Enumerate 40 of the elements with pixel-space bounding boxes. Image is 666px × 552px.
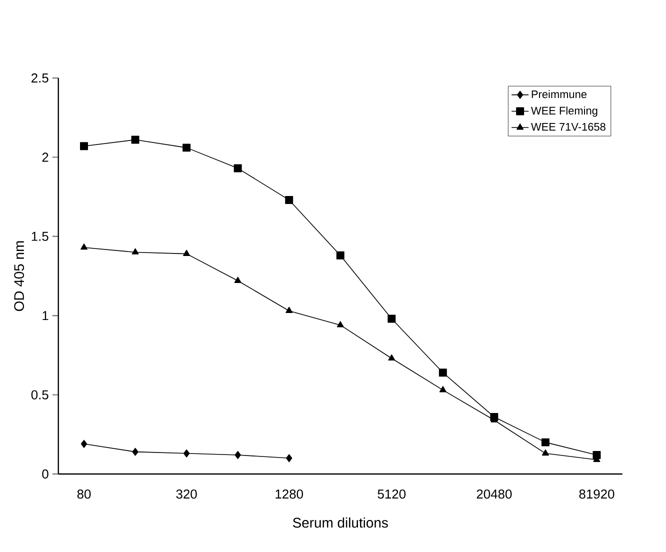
point <box>234 276 242 283</box>
x-tick-label: 1280 <box>276 489 303 499</box>
x-tick-label: 81920 <box>579 489 614 499</box>
point <box>182 144 191 152</box>
x-tick-label: 20480 <box>476 489 512 499</box>
y-tick-label: 1 <box>42 311 48 320</box>
x-tick-label: 320 <box>176 489 197 499</box>
point <box>438 368 447 377</box>
y-axis-title: OD 405 nm <box>14 241 24 311</box>
point <box>80 440 88 448</box>
x-tick-label: 80 <box>77 489 91 499</box>
point <box>285 196 294 204</box>
y-tick-label: 2 <box>42 152 48 162</box>
point <box>388 354 396 361</box>
legend-label: WEE Fleming <box>531 106 598 117</box>
point <box>132 248 139 254</box>
point <box>80 142 88 150</box>
y-tick-label: 0.5 <box>31 390 48 400</box>
point <box>439 386 446 392</box>
point <box>388 314 396 323</box>
point <box>80 244 88 250</box>
point <box>336 321 344 328</box>
y-tick-label: 0 <box>42 469 48 479</box>
legend-label: WEE 71V-1658 <box>531 122 606 131</box>
point <box>132 448 138 456</box>
point <box>131 136 140 144</box>
point <box>183 250 190 256</box>
point <box>542 449 549 456</box>
point <box>286 454 292 462</box>
point <box>286 306 293 314</box>
point <box>336 251 344 260</box>
x-axis-title: Serum dilutions <box>292 517 388 528</box>
legend-label: Preimmune <box>532 90 587 98</box>
point <box>234 451 241 459</box>
x-tick-label: 5120 <box>378 489 406 499</box>
point <box>541 438 550 446</box>
point <box>183 449 190 458</box>
y-tick-label: 2.5 <box>32 73 48 83</box>
point <box>234 164 242 172</box>
y-tick-label: 1.5 <box>32 232 48 241</box>
